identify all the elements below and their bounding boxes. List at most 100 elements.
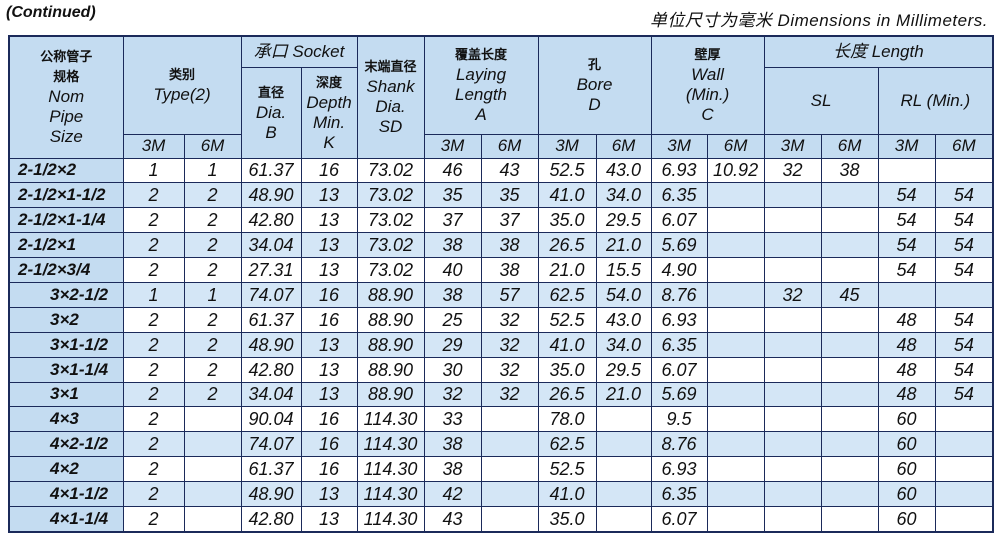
table-cell: 9.5: [650, 406, 708, 433]
table-cell: 25: [423, 306, 482, 333]
table-cell: [763, 431, 822, 458]
table-cell: 74.07: [240, 281, 302, 308]
table-cell: [706, 406, 765, 433]
table-cell: 73.02: [356, 207, 425, 234]
table-cell: 2: [122, 505, 185, 533]
table-cell: 6.93: [650, 306, 708, 333]
continued-label: (Continued): [6, 4, 96, 21]
table-cell: 52.5: [537, 306, 597, 333]
header-line: Depth: [306, 92, 352, 112]
table-cell: 40: [423, 257, 482, 283]
table-cell: 13: [300, 207, 358, 234]
table-cell: 6.07: [650, 356, 708, 383]
table-cell: 62.5: [537, 431, 597, 458]
table-cell: 16: [300, 456, 358, 483]
table-cell: 32: [480, 331, 539, 358]
header-line: 深度: [316, 74, 343, 90]
pipe-size: 3×1-1/4: [8, 356, 124, 383]
table-cell: [706, 182, 765, 209]
table-cell: 13: [300, 481, 358, 507]
table-cell: 38: [480, 257, 539, 283]
table-cell: [706, 456, 765, 483]
table-cell: 52.5: [537, 456, 597, 483]
table-cell: 2: [183, 182, 242, 209]
header-line: Length: [455, 85, 508, 105]
table-cell: [706, 232, 765, 259]
table-row: 3×2-1/2 1 1 74.07 16 88.90 38 57 62.5 54.0 8.76 32 4…: [8, 281, 994, 308]
header-row: 公称管子 规格 Nom Pipe Size 类别 Type(2) 承口 Socket 末端直径 S…: [8, 35, 994, 159]
table-cell: 61.37: [240, 157, 302, 184]
table-cell: [820, 505, 879, 533]
table-cell: [820, 331, 879, 358]
header-line: Type(2): [153, 85, 211, 105]
table-cell: 32: [763, 157, 822, 184]
table-cell: 52.5: [537, 157, 597, 184]
table-cell: 2: [122, 381, 185, 408]
table-cell: 2: [183, 306, 242, 333]
table-cell: 32: [763, 281, 822, 308]
table-cell: [183, 406, 242, 433]
pipe-size: 2-1/2×1-1/4: [8, 207, 124, 234]
header-line: 直径: [257, 84, 284, 100]
table-cell: 54: [877, 207, 936, 234]
table-cell: 41.0: [537, 182, 597, 209]
table-cell: 15.5: [595, 257, 652, 283]
table-cell: [763, 232, 822, 259]
dimensions-table: 公称管子 规格 Nom Pipe Size 类别 Type(2) 承口 Socket 末端直径 S…: [8, 35, 995, 533]
table-cell: [877, 281, 936, 308]
table-cell: 13: [300, 257, 358, 283]
table-cell: 1: [183, 281, 242, 308]
table-cell: 8.76: [650, 431, 708, 458]
table-cell: 2: [183, 207, 242, 234]
table-cell: [480, 406, 539, 433]
table-cell: 6.35: [650, 331, 708, 358]
pipe-size: 3×1-1/2: [8, 331, 124, 358]
table-cell: 43.0: [595, 306, 652, 333]
table-cell: 13: [300, 356, 358, 383]
table-cell: 48.90: [240, 182, 302, 209]
table-cell: 35.0: [537, 356, 597, 383]
table-cell: 10.92: [706, 157, 765, 184]
table-cell: 78.0: [537, 406, 597, 433]
table-cell: [763, 257, 822, 283]
table-head: 公称管子 规格 Nom Pipe Size 类别 Type(2) 承口 Socket 末端直径 S…: [8, 35, 994, 159]
table-cell: 60: [877, 505, 936, 533]
table-cell: [595, 505, 652, 533]
sub-header: 6M: [595, 133, 652, 159]
table-cell: 6.93: [650, 456, 708, 483]
sub-header: 6M: [820, 133, 879, 159]
header-line: Shank: [366, 77, 415, 97]
table-cell: 54: [934, 232, 994, 259]
sub-header: 6M: [183, 133, 242, 159]
table-cell: [706, 306, 765, 333]
table-cell: [763, 481, 822, 507]
table-cell: 35.0: [537, 207, 597, 234]
table-cell: [763, 182, 822, 209]
table-cell: 45: [820, 281, 879, 308]
table-cell: 54: [934, 331, 994, 358]
table-cell: 34.04: [240, 232, 302, 259]
sub-header: 6M: [934, 133, 994, 159]
table-cell: [595, 456, 652, 483]
pipe-size: 3×2: [8, 306, 124, 333]
table-row: 2-1/2×1 2 2 34.04 13 73.02 38 38 26.5 21.0 5.69 54 5…: [8, 232, 994, 259]
table-cell: [763, 356, 822, 383]
table-row: 4×3 2 90.04 16 114.30 33 78.0 9.5 60: [8, 406, 994, 433]
table-cell: 62.5: [537, 281, 597, 308]
table-cell: [183, 431, 242, 458]
table-cell: 54: [934, 182, 994, 209]
table-cell: 2: [122, 456, 185, 483]
table-cell: 2: [122, 331, 185, 358]
table-cell: 33: [423, 406, 482, 433]
table-row: 3×1 2 2 34.04 13 88.90 32 32 26.5 21.0 5.69 48 54: [8, 381, 994, 408]
table-cell: 2: [183, 232, 242, 259]
table-cell: 21.0: [537, 257, 597, 283]
table-cell: 13: [300, 505, 358, 533]
table-cell: 2: [122, 431, 185, 458]
table-cell: [820, 182, 879, 209]
table-cell: 34.0: [595, 331, 652, 358]
table-cell: 16: [300, 157, 358, 184]
table-cell: 6.35: [650, 182, 708, 209]
table-cell: [595, 406, 652, 433]
header-line: B: [265, 122, 277, 142]
